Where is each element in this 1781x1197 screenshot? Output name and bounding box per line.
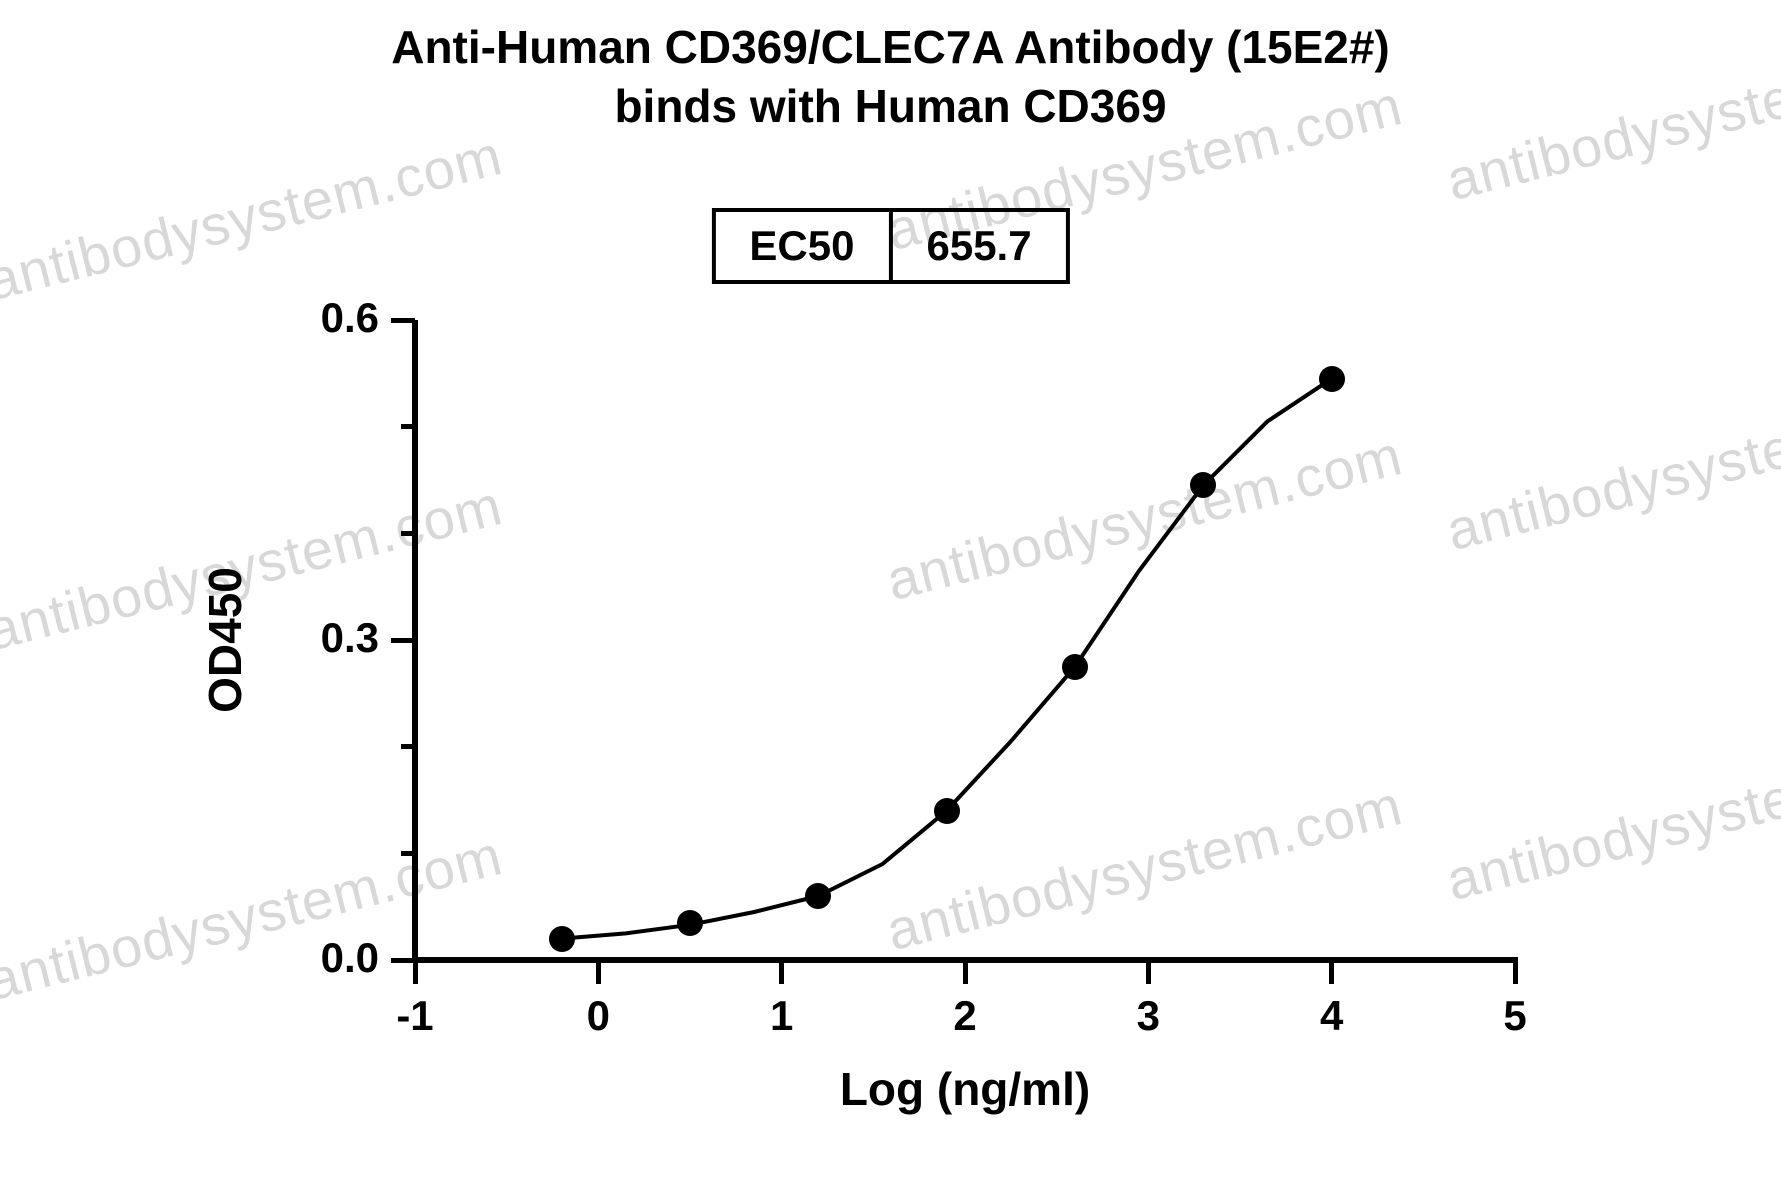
y-tick: [391, 958, 415, 963]
binding-curve: [562, 379, 1332, 939]
x-tick-label: 4: [1282, 992, 1382, 1040]
y-tick-minor: [401, 744, 415, 749]
x-tick-label: -1: [365, 992, 465, 1040]
x-tick: [1329, 960, 1334, 984]
title-line2: binds with Human CD369: [614, 80, 1166, 132]
y-tick-label: 0.6: [279, 294, 379, 342]
ec50-box: EC50 655.7: [711, 208, 1069, 284]
x-tick-label: 0: [548, 992, 648, 1040]
y-tick-minor: [401, 531, 415, 536]
x-axis-label: Log (ng/ml): [415, 1062, 1515, 1116]
data-point: [1190, 472, 1216, 498]
watermark: antibodysystem.com: [0, 122, 508, 313]
title-line1: Anti-Human CD369/CLEC7A Antibody (15E2#): [391, 21, 1390, 73]
y-tick: [391, 318, 415, 323]
data-point: [1062, 654, 1088, 680]
x-tick: [413, 960, 418, 984]
canvas: antibodysystem.comantibodysystem.comanti…: [0, 0, 1781, 1197]
ec50-label: EC50: [715, 212, 888, 280]
x-tick: [1513, 960, 1518, 984]
data-point: [677, 910, 703, 936]
x-tick: [963, 960, 968, 984]
x-tick-label: 5: [1465, 992, 1565, 1040]
y-axis-label: OD450: [198, 567, 252, 713]
x-tick: [1146, 960, 1151, 984]
x-tick-label: 1: [732, 992, 832, 1040]
y-tick-minor: [401, 424, 415, 429]
data-point: [1319, 366, 1345, 392]
curve-svg: [415, 320, 1515, 960]
x-tick-label: 2: [915, 992, 1015, 1040]
x-tick: [779, 960, 784, 984]
y-tick-label: 0.0: [279, 934, 379, 982]
data-point: [549, 926, 575, 952]
x-tick-label: 3: [1098, 992, 1198, 1040]
y-tick-label: 0.3: [279, 614, 379, 662]
data-point: [934, 798, 960, 824]
y-tick: [391, 638, 415, 643]
x-tick: [596, 960, 601, 984]
data-point: [805, 883, 831, 909]
chart-title: Anti-Human CD369/CLEC7A Antibody (15E2#)…: [0, 18, 1781, 136]
y-tick-minor: [401, 851, 415, 856]
ec50-value: 655.7: [888, 212, 1065, 280]
binding-curve-chart: OD450 Log (ng/ml) 0.00.30.6-1012345: [415, 320, 1515, 960]
